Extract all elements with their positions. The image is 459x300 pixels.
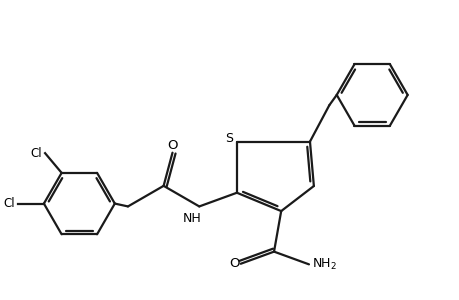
Text: Cl: Cl (4, 197, 15, 210)
Text: NH$_2$: NH$_2$ (311, 257, 336, 272)
Text: S: S (225, 132, 233, 145)
Text: NH: NH (183, 212, 202, 225)
Text: O: O (167, 139, 177, 152)
Text: Cl: Cl (31, 147, 42, 160)
Text: O: O (229, 257, 240, 270)
